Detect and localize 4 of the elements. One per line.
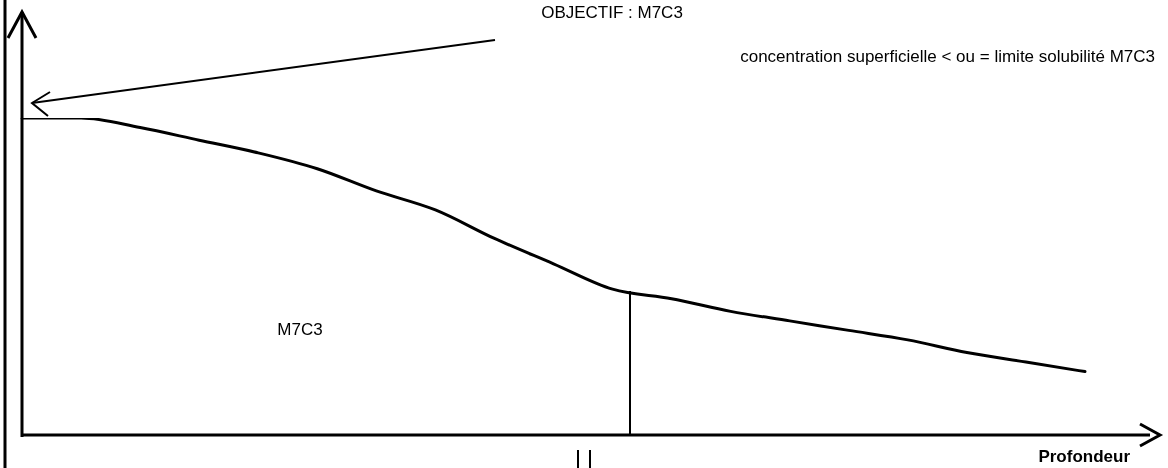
text: concentration superficielle < ou = limite solubilité M7C3 [740, 47, 1155, 66]
annotation: M7C3 [277, 320, 323, 339]
x-axis-title: Profondeur [1038, 447, 1131, 466]
chart-title: OBJECTIF : M7C3 [541, 3, 683, 22]
